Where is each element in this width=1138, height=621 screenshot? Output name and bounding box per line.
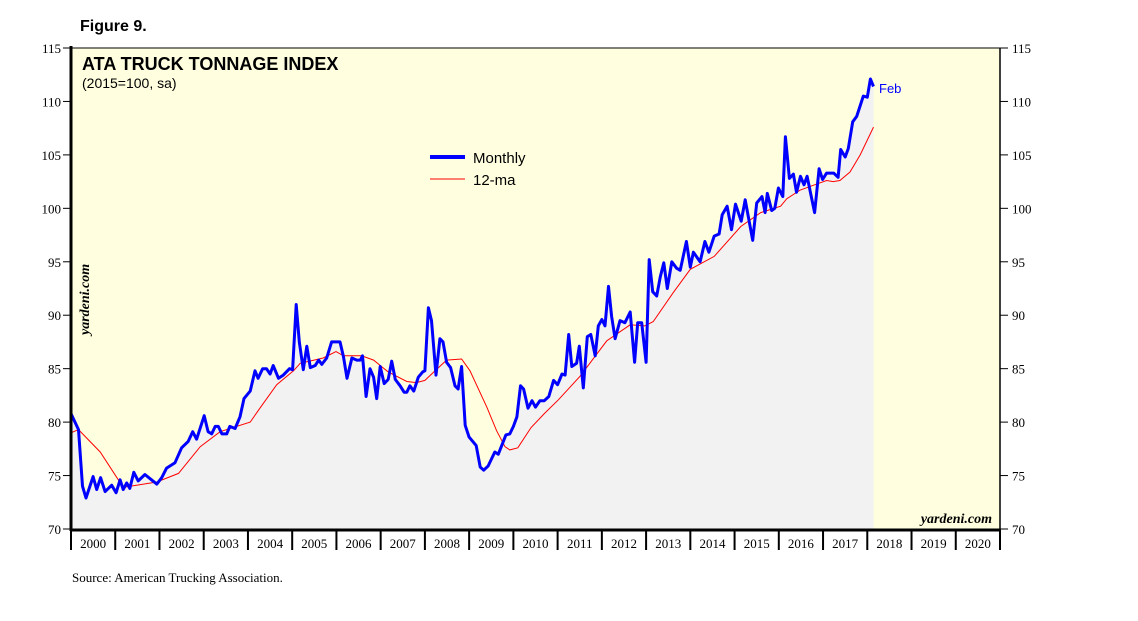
y-tick-label-right: 80 — [1012, 415, 1025, 430]
series-line-12-ma — [70, 126, 874, 488]
y-tick-label-right: 105 — [1012, 148, 1032, 163]
chart-title: ATA TRUCK TONNAGE INDEX — [82, 54, 338, 74]
y-tick-label-left: 115 — [42, 41, 61, 56]
y-tick-label-right: 90 — [1012, 308, 1025, 323]
y-tick-label-left: 110 — [42, 94, 61, 109]
y-tick-label-right: 75 — [1012, 469, 1025, 484]
source-note: Source: American Trucking Association. — [72, 570, 283, 585]
watermark-bottom: yardeni.com — [919, 512, 992, 527]
monthly-fill-area — [71, 79, 874, 529]
x-tick-label: 2008 — [434, 536, 460, 551]
x-tick-label: 2004 — [257, 536, 284, 551]
figure-label: Figure 9. — [80, 18, 147, 35]
y-tick-label-right: 95 — [1012, 255, 1025, 270]
y-tick-label-right: 85 — [1012, 362, 1025, 377]
x-tick-label: 2010 — [523, 536, 549, 551]
y-tick-label-left: 100 — [42, 201, 62, 216]
series-line-monthly — [69, 77, 875, 500]
x-tick-label: 2002 — [169, 536, 195, 551]
end-annotation: Feb — [879, 81, 901, 96]
legend-label-12-ma: 12-ma — [473, 172, 516, 189]
x-tick-label: 2013 — [655, 536, 681, 551]
y-tick-label-left: 105 — [42, 148, 62, 163]
x-tick-label: 2020 — [965, 536, 991, 551]
y-tick-label-left: 70 — [48, 522, 61, 537]
x-tick-label: 2012 — [611, 536, 637, 551]
x-tick-label: 2005 — [301, 536, 327, 551]
legend-label-monthly: Monthly — [473, 150, 526, 167]
y-tick-label-right: 100 — [1012, 201, 1032, 216]
x-tick-label: 2011 — [567, 536, 593, 551]
x-tick-label: 2014 — [699, 536, 726, 551]
x-tick-label: 2018 — [876, 536, 902, 551]
x-tick-label: 2017 — [832, 536, 859, 551]
x-tick-label: 2003 — [213, 536, 239, 551]
y-tick-label-left: 95 — [48, 255, 61, 270]
x-tick-label: 2009 — [478, 536, 504, 551]
watermark-vertical: yardeni.com — [78, 264, 93, 337]
x-tick-label: 2006 — [346, 536, 373, 551]
y-tick-label-right: 110 — [1012, 94, 1031, 109]
x-tick-label: 2001 — [124, 536, 150, 551]
y-tick-label-left: 80 — [48, 415, 61, 430]
x-tick-label: 2015 — [744, 536, 770, 551]
chart-subtitle: (2015=100, sa) — [82, 75, 177, 91]
x-tick-label: 2000 — [80, 536, 106, 551]
x-tick-label: 2007 — [390, 536, 417, 551]
y-tick-label-left: 85 — [48, 362, 61, 377]
x-tick-label: 2019 — [921, 536, 947, 551]
x-tick-label: 2016 — [788, 536, 815, 551]
y-tick-label-left: 75 — [48, 469, 61, 484]
y-tick-label-left: 90 — [48, 308, 61, 323]
legend: Monthly 12-ma — [430, 150, 526, 189]
y-tick-label-right: 70 — [1012, 522, 1025, 537]
y-tick-label-right: 115 — [1012, 41, 1031, 56]
